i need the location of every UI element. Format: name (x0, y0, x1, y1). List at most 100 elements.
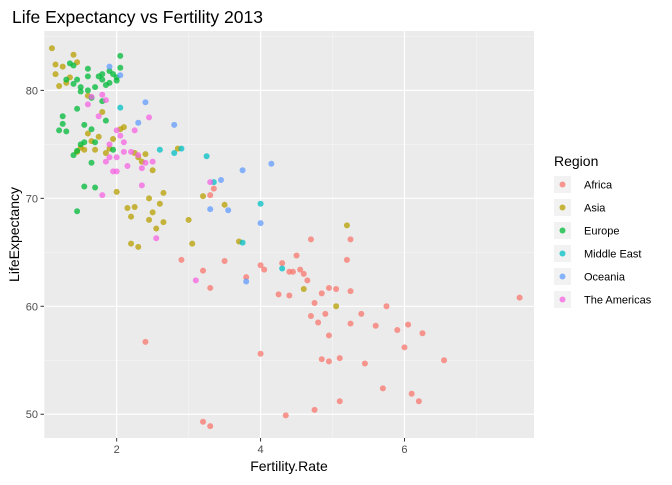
point-the-americas (207, 179, 214, 186)
point-africa (347, 320, 354, 327)
point-europe (81, 183, 88, 190)
point-europe (56, 127, 63, 134)
point-asia (99, 108, 106, 115)
point-africa (325, 332, 332, 339)
point-oceania (135, 119, 142, 126)
point-europe (92, 184, 99, 191)
point-asia (135, 243, 142, 250)
grid-lines (44, 31, 534, 438)
point-europe (63, 76, 70, 83)
point-africa (325, 358, 332, 365)
point-the-americas (138, 182, 145, 189)
legend-key-dot (559, 204, 566, 211)
point-oceania (106, 63, 113, 70)
point-asia (48, 45, 55, 52)
point-oceania (268, 160, 275, 167)
point-africa (347, 236, 354, 243)
point-africa (142, 338, 149, 345)
point-africa (408, 390, 415, 397)
point-africa (221, 257, 228, 264)
point-the-americas (124, 162, 131, 169)
point-europe (106, 79, 113, 86)
point-africa (325, 284, 332, 291)
point-oceania (218, 176, 225, 183)
point-europe (88, 159, 95, 166)
point-asia (200, 193, 207, 200)
point-africa (289, 268, 296, 275)
legend-label: Europe (584, 226, 619, 238)
point-africa (207, 423, 214, 430)
point-asia (92, 146, 99, 153)
point-africa (343, 256, 350, 263)
point-europe (102, 117, 109, 124)
point-oceania (225, 207, 232, 214)
point-the-americas (128, 148, 135, 155)
point-africa (297, 266, 304, 273)
point-europe (74, 105, 81, 112)
point-africa (419, 330, 426, 337)
point-africa (394, 327, 401, 334)
point-the-americas (113, 127, 120, 134)
point-africa (210, 185, 217, 192)
point-the-americas (102, 97, 109, 104)
point-oceania (239, 167, 246, 174)
point-the-americas (88, 93, 95, 100)
point-the-americas (146, 114, 153, 121)
point-africa (318, 356, 325, 363)
point-the-americas (153, 235, 160, 242)
x-tick-label: 4 (258, 444, 264, 456)
point-the-americas (113, 154, 120, 161)
point-asia (156, 200, 163, 207)
point-the-americas (106, 141, 113, 148)
point-asia (95, 133, 102, 140)
point-asia (113, 188, 120, 195)
point-europe (74, 208, 81, 215)
x-tick-label: 2 (114, 444, 120, 456)
point-the-americas (120, 148, 127, 155)
point-europe (81, 121, 88, 128)
point-africa (307, 313, 314, 320)
point-europe (59, 113, 66, 120)
data-points (48, 45, 523, 430)
point-middle-east (203, 153, 210, 160)
plot-panel (44, 31, 534, 438)
legend-label: Asia (584, 203, 606, 215)
point-asia (221, 201, 228, 208)
point-africa (200, 267, 207, 274)
point-middle-east (156, 146, 163, 153)
axes: 2 4 6 50 60 70 80 (26, 85, 408, 456)
point-middle-east (178, 145, 185, 152)
point-the-americas (138, 165, 145, 172)
point-africa (379, 385, 386, 392)
point-oceania (142, 99, 149, 106)
point-africa (318, 290, 325, 297)
point-africa (243, 274, 250, 281)
point-asia (142, 151, 149, 158)
point-africa (516, 294, 523, 301)
point-oceania (171, 121, 178, 128)
point-the-americas (99, 91, 106, 98)
point-europe (84, 73, 91, 80)
point-africa (311, 406, 318, 413)
point-the-americas (135, 152, 142, 159)
point-europe (117, 64, 124, 71)
point-africa (311, 300, 318, 307)
point-africa (333, 286, 340, 293)
point-asia (160, 189, 167, 196)
point-asia (59, 63, 66, 70)
point-the-americas (142, 159, 149, 166)
point-africa (336, 398, 343, 405)
point-asia (124, 205, 131, 212)
point-europe (92, 139, 99, 146)
point-africa (200, 418, 207, 425)
point-africa (257, 350, 264, 357)
point-africa (293, 252, 300, 259)
legend-label: Oceania (584, 272, 626, 284)
point-europe (77, 88, 84, 95)
point-europe (70, 80, 77, 87)
legend-label: The Americas (584, 295, 652, 307)
legend-key-dot (559, 227, 566, 234)
point-the-americas (192, 277, 199, 284)
point-europe (70, 62, 77, 69)
